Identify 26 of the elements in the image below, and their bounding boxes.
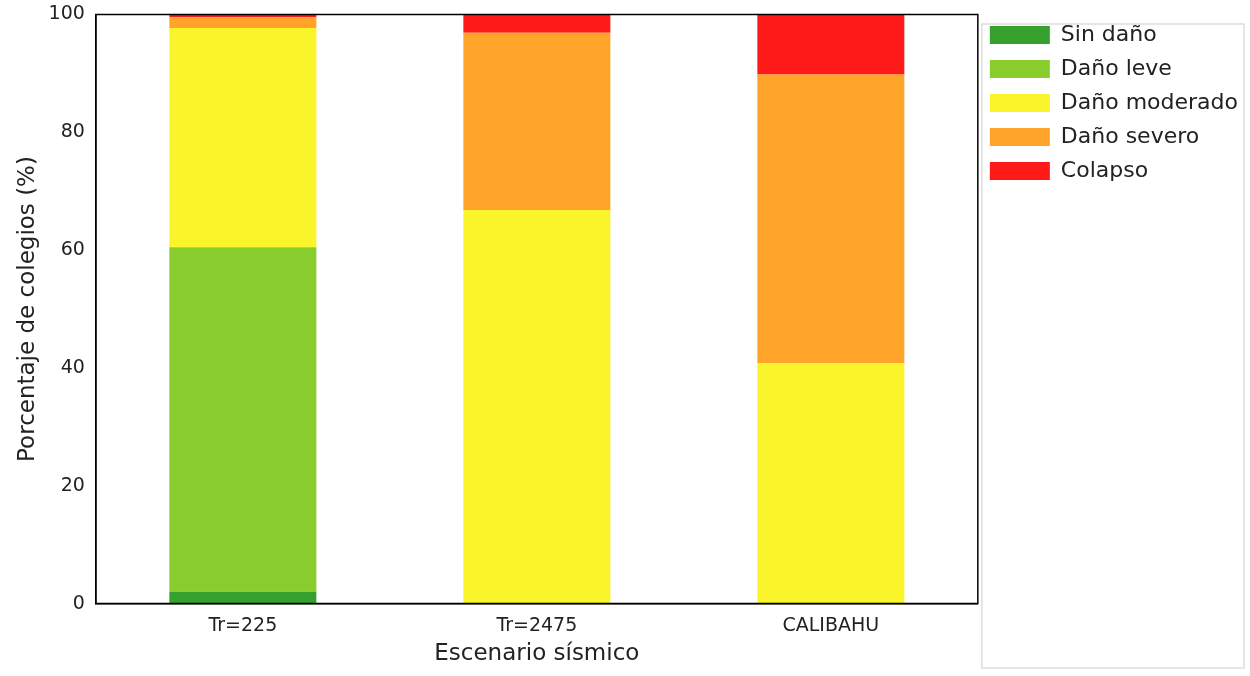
legend-label: Daño moderado <box>1060 88 1239 114</box>
legend-label: Sin daño <box>1060 20 1157 46</box>
bar <box>463 210 611 604</box>
bar <box>463 14 611 33</box>
x-tick-label: CALIBAHU <box>782 612 880 635</box>
x-tick-label: Tr=225 <box>207 612 278 635</box>
bar <box>757 363 905 604</box>
y-axis-title: Porcentaje de colegios (%) <box>12 156 39 462</box>
legend-label: Daño severo <box>1060 122 1200 148</box>
x-axis-title: Escenario sísmico <box>434 639 640 666</box>
y-tick-label: 80 <box>60 119 85 142</box>
legend-label: Colapso <box>1060 156 1149 182</box>
y-tick-label: 0 <box>72 590 85 613</box>
bar <box>169 27 317 248</box>
bar <box>463 32 611 211</box>
y-tick-label: 100 <box>48 1 85 24</box>
y-tick-label: 40 <box>60 354 85 377</box>
bar <box>757 14 905 75</box>
y-tick-label: 60 <box>60 237 85 260</box>
legend-label: Daño leve <box>1060 54 1172 80</box>
y-tick-label: 20 <box>60 472 85 495</box>
bar <box>757 74 905 364</box>
x-tick-label: Tr=2475 <box>495 612 578 635</box>
bar <box>169 17 317 28</box>
bar <box>169 247 317 592</box>
bar <box>169 591 317 604</box>
